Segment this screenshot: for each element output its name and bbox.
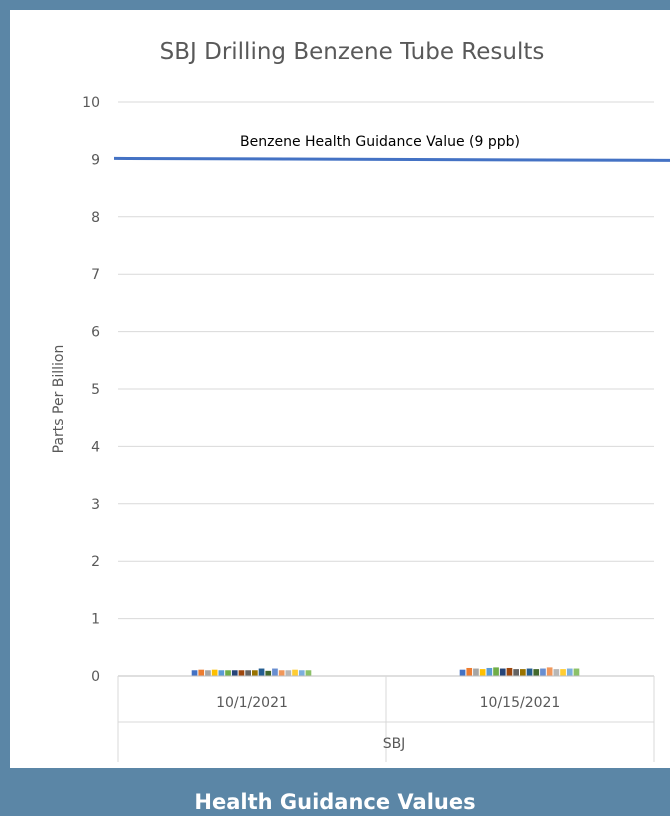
bar bbox=[272, 668, 278, 676]
bar bbox=[499, 668, 506, 676]
bars bbox=[191, 667, 580, 676]
chart-panel: SBJ Drilling Benzene Tube Results Parts … bbox=[10, 10, 670, 768]
bar bbox=[573, 668, 580, 676]
bar bbox=[292, 669, 298, 676]
bar bbox=[285, 670, 292, 676]
benzene-chart: SBJ Drilling Benzene Tube Results Parts … bbox=[51, 39, 670, 762]
bar bbox=[231, 670, 238, 676]
bar bbox=[513, 669, 519, 676]
y-tick-label: 0 bbox=[91, 669, 100, 685]
y-tick-label: 5 bbox=[91, 382, 100, 398]
bar bbox=[540, 668, 546, 676]
health-guidance-line bbox=[113, 156, 670, 162]
bar bbox=[546, 667, 553, 676]
y-tick-label: 2 bbox=[91, 554, 100, 570]
bar bbox=[473, 668, 479, 676]
health-guidance-label: Benzene Health Guidance Value (9 ppb) bbox=[240, 134, 520, 150]
bar bbox=[298, 670, 305, 676]
bar bbox=[486, 667, 493, 676]
y-tick-label: 6 bbox=[91, 325, 100, 341]
section-caption: Health Guidance Values bbox=[194, 790, 476, 814]
x-tick-label: 10/15/2021 bbox=[480, 695, 561, 711]
bar bbox=[520, 669, 526, 676]
x-tick-label: 10/1/2021 bbox=[216, 695, 288, 711]
bar bbox=[218, 670, 225, 676]
bar bbox=[479, 669, 486, 676]
y-tick-label: 4 bbox=[91, 439, 100, 455]
y-axis-label: Parts Per Billion bbox=[51, 345, 67, 454]
bar bbox=[466, 667, 473, 676]
bar bbox=[265, 670, 272, 676]
y-tick-labels: 0 1 2 3 4 5 6 7 8 9 10 bbox=[82, 95, 100, 685]
chart-title: SBJ Drilling Benzene Tube Results bbox=[160, 39, 545, 65]
bar bbox=[245, 670, 251, 676]
y-tick-label: 8 bbox=[91, 210, 100, 226]
bar bbox=[191, 670, 198, 676]
bar bbox=[225, 670, 231, 676]
bar bbox=[459, 669, 466, 676]
bar bbox=[305, 670, 312, 676]
bar bbox=[566, 668, 573, 676]
y-tick-label: 7 bbox=[91, 267, 100, 283]
bar bbox=[211, 669, 218, 676]
y-tick-label: 9 bbox=[91, 152, 100, 168]
bar bbox=[205, 670, 211, 676]
x-axis bbox=[117, 675, 655, 762]
bar bbox=[506, 667, 513, 676]
bar bbox=[198, 669, 205, 676]
bar bbox=[526, 668, 533, 676]
y-tick-label: 3 bbox=[91, 497, 100, 513]
bar bbox=[553, 669, 560, 676]
bar bbox=[252, 670, 258, 676]
x-tick-labels: 10/1/2021 10/15/2021 bbox=[216, 695, 560, 711]
bar bbox=[493, 667, 499, 676]
bar bbox=[533, 669, 540, 676]
gridlines bbox=[118, 101, 654, 620]
bar bbox=[278, 670, 285, 676]
x-group-label: SBJ bbox=[383, 736, 406, 752]
y-tick-label: 1 bbox=[91, 612, 100, 628]
y-tick-label: 10 bbox=[82, 95, 100, 111]
bar bbox=[238, 670, 245, 676]
bar bbox=[560, 669, 566, 676]
bar bbox=[258, 668, 265, 676]
